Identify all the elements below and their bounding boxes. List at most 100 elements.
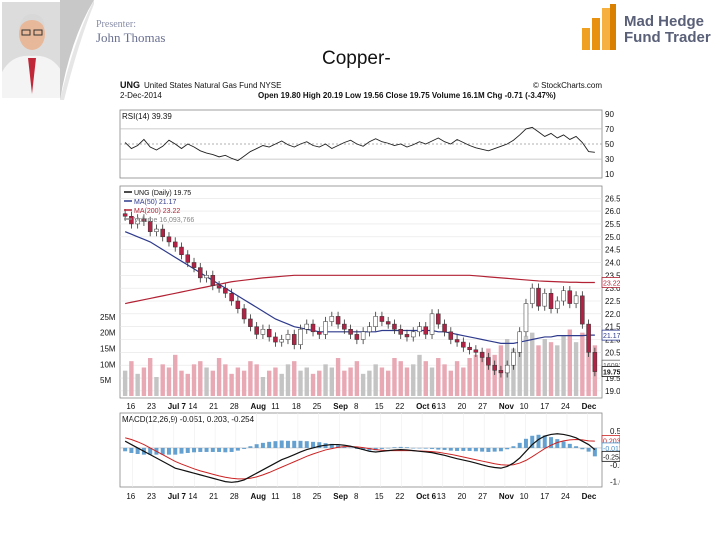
- candle-body: [360, 331, 366, 340]
- candle-body: [279, 339, 284, 343]
- volume-bar: [442, 364, 447, 396]
- x-tick-label: 15: [375, 492, 384, 501]
- x-tick-label: 21: [209, 402, 218, 411]
- volume-bar: [173, 354, 178, 396]
- volume-tick-label: 10M: [100, 360, 116, 369]
- candle-body: [198, 267, 203, 279]
- volume-bar: [235, 367, 241, 396]
- rsi-tick-label: 10: [605, 170, 614, 179]
- x-tick-label: Sep: [333, 492, 348, 501]
- candle-body: [160, 228, 165, 238]
- volume-bar: [266, 370, 272, 396]
- volume-bar: [135, 373, 140, 396]
- macd-histogram-bar: [448, 447, 453, 451]
- volume-bar: [329, 367, 335, 396]
- volume-bar: [461, 367, 466, 396]
- candle-body: [367, 326, 372, 333]
- legend-entry: MA(50) 21.17: [134, 199, 177, 206]
- candle-body: [567, 290, 573, 304]
- candle-body: [216, 285, 222, 289]
- candle-body: [129, 215, 134, 225]
- volume-bar: [191, 364, 197, 396]
- candle-body: [467, 346, 472, 351]
- volume-bar: [323, 364, 328, 396]
- volume-bar: [185, 373, 190, 396]
- x-tick-label: Oct 6: [416, 492, 437, 501]
- rsi-label: RSI(14) 39.39: [122, 112, 172, 121]
- presenter-block: Presenter: John Thomas: [0, 0, 200, 100]
- macd-histogram-bar: [486, 447, 491, 452]
- x-tick-label: 21: [209, 492, 218, 501]
- candle-body: [204, 275, 209, 279]
- volume-bar: [448, 370, 454, 396]
- volume-bar: [204, 367, 209, 396]
- volume-bar: [348, 367, 353, 396]
- volume-bar: [223, 364, 228, 396]
- macd-histogram-bar: [292, 440, 297, 448]
- slide-title: Copper-: [322, 48, 391, 69]
- x-tick-label: 18: [292, 492, 301, 501]
- volume-bar: [273, 367, 278, 396]
- price-badge-box: [601, 366, 620, 378]
- macd-histogram-bar: [229, 447, 234, 452]
- candle-body: [517, 331, 522, 353]
- candle-body: [266, 328, 272, 338]
- macd-histogram-bar: [210, 447, 215, 452]
- volume-bar: [335, 358, 341, 396]
- macd-histogram-bar: [166, 447, 171, 455]
- price-tick-label: 19.5: [605, 374, 620, 383]
- candle-body: [504, 364, 510, 374]
- candle-body: [304, 323, 310, 330]
- candle-body: [529, 287, 535, 304]
- macd-histogram-bar: [185, 447, 190, 453]
- candle-body: [592, 352, 598, 372]
- brand-logo: Mad Hedge Fund Trader: [580, 0, 720, 60]
- volume-bar: [141, 367, 147, 396]
- candle-body: [580, 295, 585, 325]
- price-tick-label: 21.5: [605, 323, 620, 332]
- rsi-line: [124, 126, 595, 162]
- macd-histogram-bar: [260, 442, 265, 448]
- volume-bar: [304, 367, 309, 396]
- candle-body: [141, 218, 147, 222]
- volume-tick-label: 25M: [100, 313, 116, 322]
- candle-body: [241, 308, 247, 320]
- candle-body: [191, 262, 197, 268]
- price-tick-label: 26.5: [605, 194, 620, 203]
- volume-bar: [454, 361, 460, 396]
- volume-bar: [523, 335, 529, 396]
- macd-histogram-bar: [523, 438, 528, 448]
- x-tick-label: 28: [230, 492, 239, 501]
- chart-symbol: UNG: [120, 80, 140, 90]
- candle-body: [442, 323, 447, 333]
- candle-body: [548, 293, 554, 309]
- volume-bar: [530, 332, 535, 396]
- x-tick-label: Aug: [251, 492, 267, 501]
- x-tick-label: 25: [313, 402, 322, 411]
- macd-histogram-bar: [461, 447, 466, 451]
- macd-histogram-bar: [204, 447, 209, 452]
- price-badge-label: 23.22: [603, 280, 620, 287]
- x-tick-label: 20: [457, 492, 466, 501]
- candle-body: [342, 323, 347, 330]
- candle-body: [429, 313, 435, 335]
- macd-histogram-bar: [135, 447, 140, 454]
- volume-bar: [292, 361, 297, 396]
- macd-histogram-bar: [173, 447, 178, 455]
- x-tick-label: 16: [126, 402, 135, 411]
- candle-body: [461, 341, 466, 348]
- x-tick-label: Nov: [499, 492, 515, 501]
- candle-body: [348, 328, 353, 335]
- macd-histogram-bar: [592, 447, 597, 457]
- macd-histogram-bar: [298, 440, 303, 448]
- macd-histogram-bar: [574, 446, 579, 448]
- x-tick-label: 17: [540, 492, 549, 501]
- candle-body: [210, 275, 216, 286]
- macd-histogram-bar: [455, 447, 460, 451]
- macd-label: MACD(12,26,9) -0.051, 0.203, -0.254: [122, 415, 255, 424]
- legend-entry: MA(200) 23.22: [134, 208, 180, 215]
- candle-body: [166, 236, 172, 243]
- price-tick-label: 25.5: [605, 220, 620, 229]
- rsi-tick-label: 50: [605, 140, 614, 149]
- macd-histogram-bar: [179, 447, 184, 454]
